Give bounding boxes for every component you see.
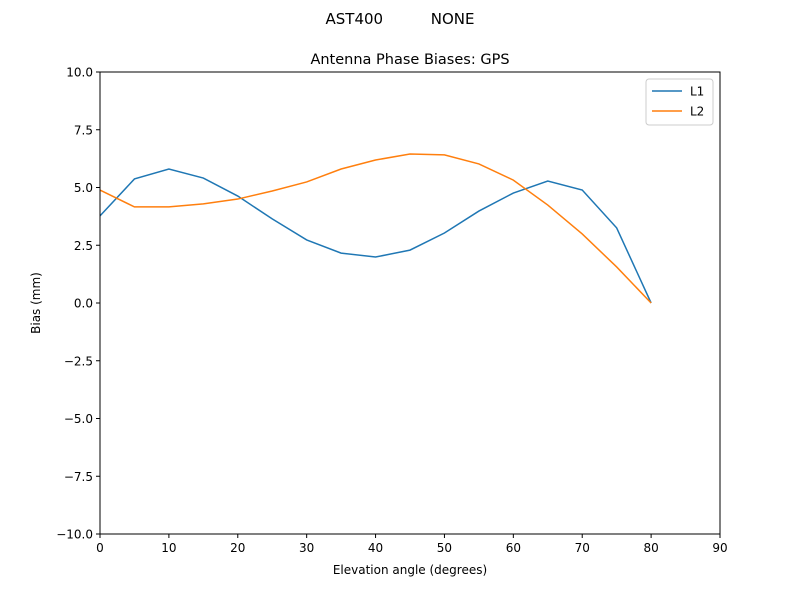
- legend-label-l1: L1: [690, 85, 704, 99]
- x-tick-label: 90: [712, 541, 727, 555]
- series-line-l2: [99, 153, 652, 304]
- y-tick-label: −5.0: [64, 412, 93, 426]
- y-tick-label: 5.0: [74, 181, 93, 195]
- x-tick-label: 50: [437, 541, 452, 555]
- y-tick-label: 0.0: [74, 297, 93, 311]
- x-tick-label: 20: [230, 541, 245, 555]
- x-tick-label: 40: [368, 541, 383, 555]
- x-tick-label: 60: [506, 541, 521, 555]
- x-axis-label: Elevation angle (degrees): [333, 563, 487, 577]
- x-tick-label: 0: [96, 541, 104, 555]
- x-tick-label: 80: [643, 541, 658, 555]
- plot-area-frame: [99, 71, 721, 535]
- y-tick-label: 2.5: [74, 239, 93, 253]
- y-axis-label: Bias (mm): [29, 272, 43, 334]
- x-tick-label: 70: [575, 541, 590, 555]
- y-tick-label: −10.0: [56, 528, 93, 542]
- y-tick-label: 7.5: [74, 123, 93, 137]
- y-tick-label: 10.0: [66, 66, 93, 80]
- x-tick-label: 10: [161, 541, 176, 555]
- x-tick-label: 30: [299, 541, 314, 555]
- y-tick-label: −7.5: [64, 470, 93, 484]
- series-line-l1: [99, 168, 652, 304]
- chart-title: Antenna Phase Biases: GPS: [310, 52, 509, 68]
- y-tick-label: −2.5: [64, 354, 93, 368]
- chart-suptitle: AST400 NONE: [326, 10, 475, 28]
- legend-label-l2: L2: [690, 105, 704, 119]
